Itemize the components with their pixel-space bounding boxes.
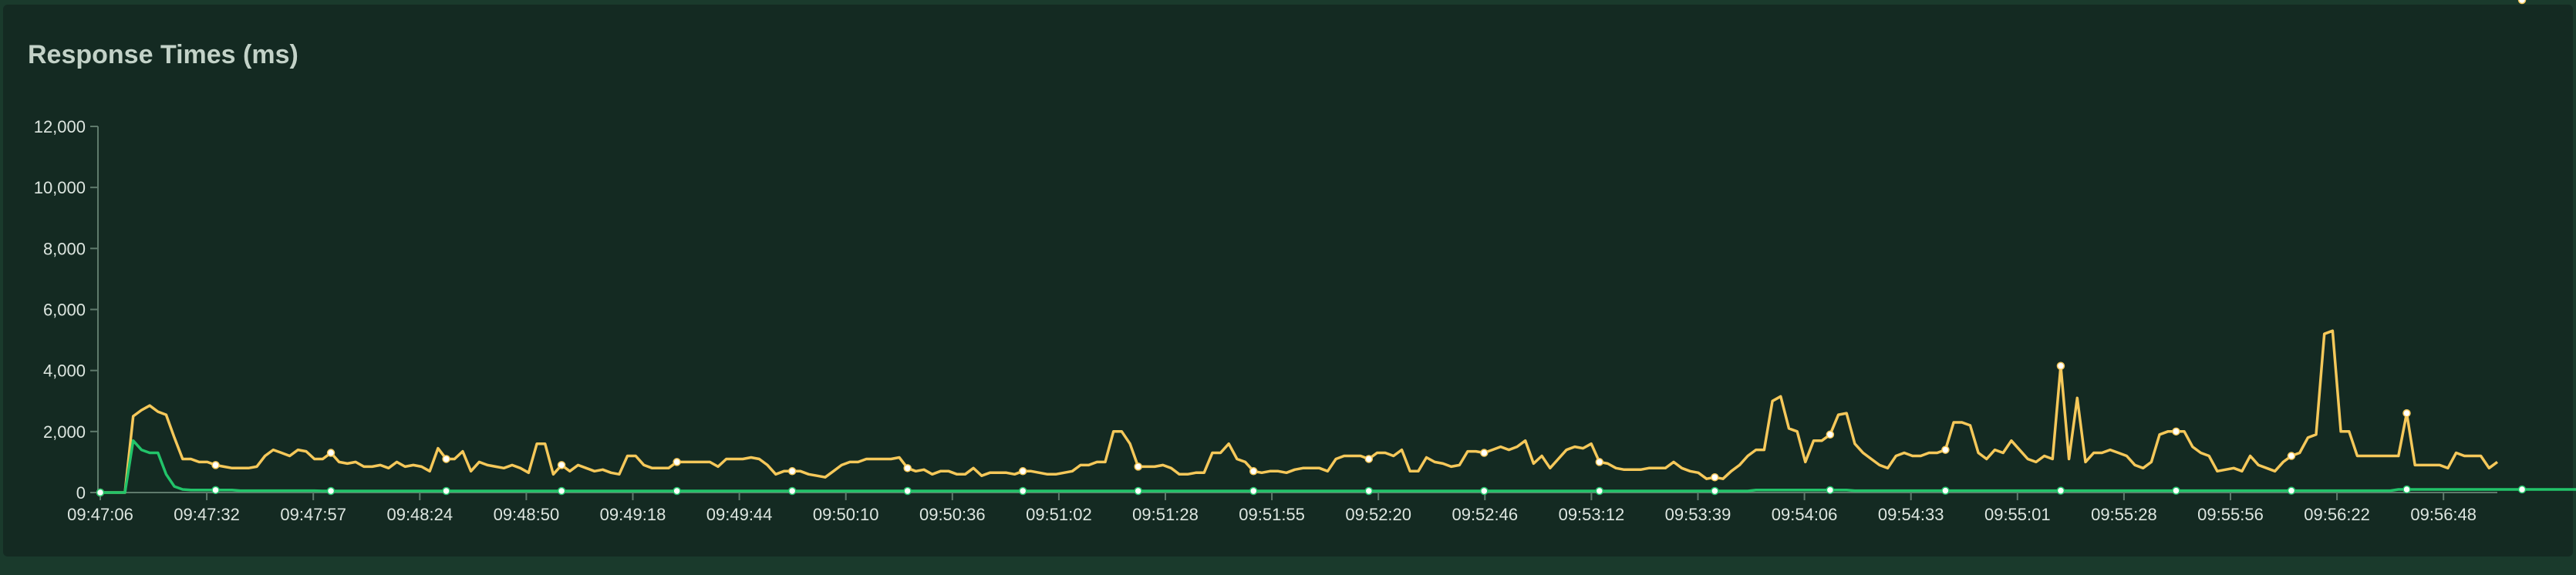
data-point[interactable] — [1481, 449, 1488, 456]
x-tick-label: 09:51:28 — [1132, 505, 1199, 524]
x-tick-label: 09:52:20 — [1345, 505, 1411, 524]
data-point[interactable] — [1020, 468, 1027, 475]
x-tick-label: 09:54:33 — [1878, 505, 1944, 524]
x-tick-label: 09:53:12 — [1559, 505, 1625, 524]
data-point[interactable] — [904, 465, 911, 472]
x-tick-label: 09:55:28 — [2091, 505, 2157, 524]
y-tick-label: 2,000 — [43, 422, 86, 442]
y-tick-label: 10,000 — [34, 178, 86, 197]
data-point[interactable] — [1596, 459, 1603, 466]
data-point[interactable] — [2519, 486, 2526, 493]
data-point[interactable] — [2288, 487, 2294, 494]
data-point[interactable] — [2403, 486, 2410, 493]
data-point[interactable] — [1481, 488, 1488, 495]
x-tick-label: 09:49:18 — [600, 505, 666, 524]
x-tick-label: 09:51:02 — [1026, 505, 1092, 524]
y-tick-label: 0 — [76, 483, 86, 503]
data-point[interactable] — [212, 462, 219, 469]
x-tick-label: 09:49:44 — [706, 505, 773, 524]
x-tick-label: 09:55:01 — [1984, 505, 2051, 524]
data-point[interactable] — [1365, 488, 1372, 495]
data-point[interactable] — [2403, 410, 2410, 417]
data-point[interactable] — [1365, 456, 1372, 462]
data-point[interactable] — [789, 488, 796, 495]
data-point[interactable] — [673, 459, 680, 466]
data-point[interactable] — [2173, 428, 2180, 435]
x-tick-label: 09:56:22 — [2304, 505, 2370, 524]
data-point[interactable] — [2057, 487, 2064, 494]
x-tick-label: 09:48:50 — [494, 505, 560, 524]
data-point[interactable] — [558, 462, 565, 469]
x-tick-label: 09:47:06 — [67, 505, 133, 524]
data-point[interactable] — [1711, 488, 1718, 495]
data-point[interactable] — [1250, 468, 1257, 475]
data-point[interactable] — [1135, 488, 1141, 495]
data-point[interactable] — [443, 488, 450, 495]
data-point[interactable] — [443, 456, 450, 462]
data-point[interactable] — [212, 486, 219, 493]
y-tick-label: 8,000 — [43, 239, 86, 258]
series-line-2 — [100, 441, 2576, 493]
data-point[interactable] — [1942, 446, 1949, 453]
y-tick-label: 6,000 — [43, 301, 86, 320]
data-point[interactable] — [1826, 486, 1833, 493]
data-point[interactable] — [789, 468, 796, 475]
data-point[interactable] — [2288, 452, 2294, 459]
data-point[interactable] — [1250, 488, 1257, 495]
data-point[interactable] — [328, 488, 335, 495]
series-layer — [97, 0, 2576, 496]
data-point[interactable] — [2173, 487, 2180, 494]
x-tick-label: 09:50:36 — [919, 505, 986, 524]
x-tick-label: 09:48:24 — [386, 505, 453, 524]
x-tick-label: 09:56:48 — [2410, 505, 2477, 524]
y-axis: 0 2,000 4,000 6,000 8,000 10,000 12,000 — [34, 117, 98, 503]
data-point[interactable] — [904, 488, 911, 495]
y-tick-label: 12,000 — [34, 117, 86, 136]
series-line-1 — [100, 331, 2497, 493]
y-tick-label: 4,000 — [43, 361, 86, 381]
data-point[interactable] — [558, 488, 565, 495]
x-tick-label: 09:50:10 — [813, 505, 879, 524]
data-point[interactable] — [2519, 0, 2526, 4]
x-tick-label: 09:47:57 — [280, 505, 346, 524]
data-point[interactable] — [2057, 362, 2064, 369]
data-point[interactable] — [673, 488, 680, 495]
x-tick-label: 09:52:46 — [1452, 505, 1518, 524]
data-point[interactable] — [1135, 463, 1141, 470]
x-tick-label: 09:53:39 — [1665, 505, 1731, 524]
data-point[interactable] — [328, 449, 335, 456]
data-point[interactable] — [1596, 488, 1603, 495]
x-tick-label: 09:47:32 — [174, 505, 240, 524]
x-axis: 09:47:06 09:47:32 09:47:57 09:48:24 09:48:50… — [67, 493, 2497, 524]
x-tick-label: 09:55:56 — [2197, 505, 2264, 524]
data-point[interactable] — [1711, 474, 1718, 481]
x-tick-label: 09:51:55 — [1239, 505, 1305, 524]
data-point[interactable] — [1826, 431, 1833, 438]
data-point[interactable] — [1942, 487, 1949, 494]
data-point[interactable] — [97, 489, 104, 496]
x-tick-label: 09:54:06 — [1772, 505, 1838, 524]
data-point[interactable] — [1020, 488, 1027, 495]
